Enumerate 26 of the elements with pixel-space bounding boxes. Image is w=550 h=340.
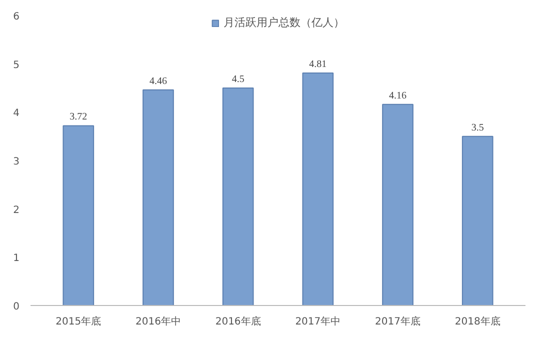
data-label: 4.5 bbox=[232, 74, 244, 85]
data-label: 4.16 bbox=[389, 90, 407, 102]
y-tick-label: 2 bbox=[13, 204, 20, 216]
bar bbox=[142, 89, 174, 306]
bar bbox=[62, 125, 94, 306]
y-tick-label: 3 bbox=[13, 156, 20, 168]
bar bbox=[462, 136, 494, 306]
legend-label: 月活跃用户总数（亿人） bbox=[224, 15, 344, 30]
data-label: 4.81 bbox=[309, 59, 327, 70]
data-label: 3.5 bbox=[471, 122, 484, 134]
x-tick-label: 2016年中 bbox=[136, 316, 181, 328]
x-tick-label: 2018年底 bbox=[454, 316, 500, 328]
y-tick-label: 1 bbox=[13, 253, 20, 264]
y-tick-label: 4 bbox=[13, 108, 20, 120]
x-tick-label: 2015年底 bbox=[56, 316, 102, 328]
x-tick-label: 2017年底 bbox=[375, 316, 420, 328]
data-label: 4.46 bbox=[149, 76, 167, 87]
bar bbox=[222, 88, 254, 306]
x-tick-label: 2017年中 bbox=[295, 316, 341, 328]
bar bbox=[382, 104, 414, 306]
bar bbox=[302, 72, 334, 306]
data-label: 3.72 bbox=[70, 112, 88, 123]
x-tick-label: 2016年底 bbox=[215, 316, 261, 328]
y-tick-label: 6 bbox=[13, 12, 20, 22]
y-tick-label: 5 bbox=[13, 60, 20, 71]
y-tick-label: 0 bbox=[13, 302, 20, 312]
